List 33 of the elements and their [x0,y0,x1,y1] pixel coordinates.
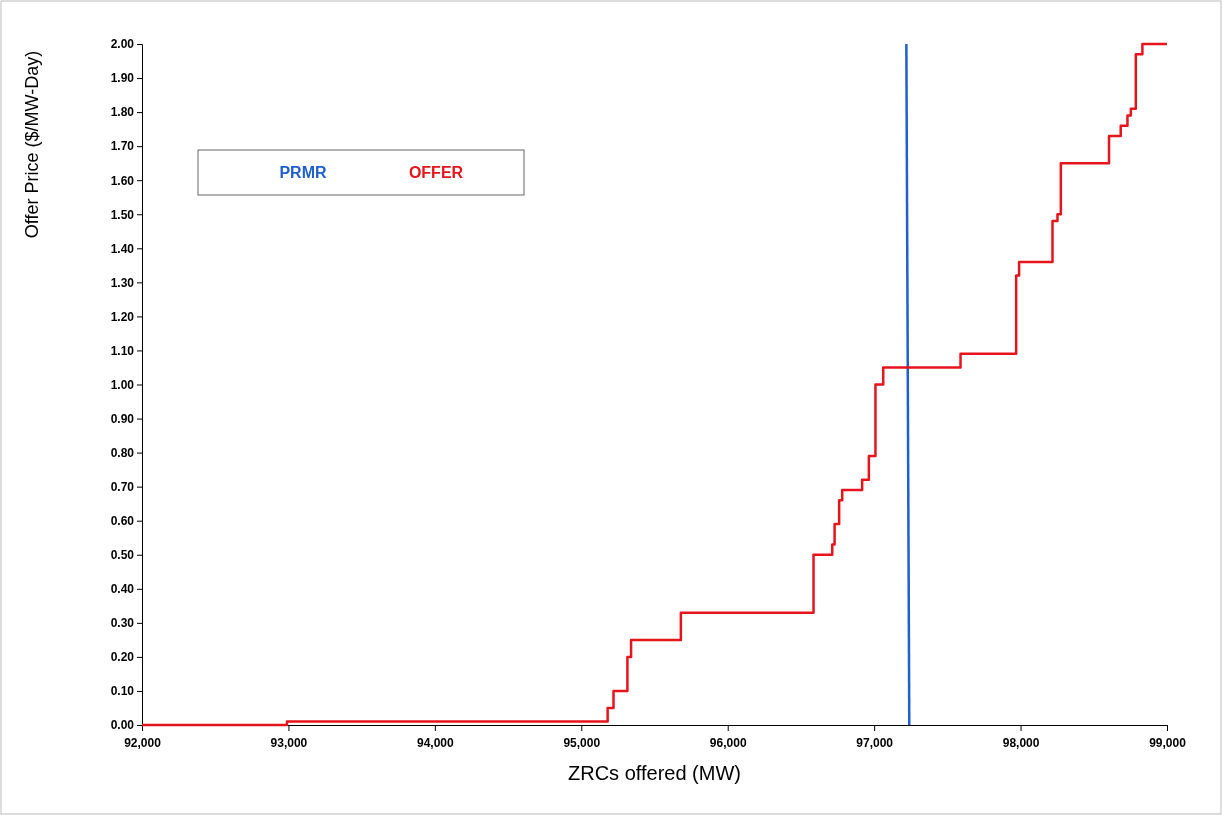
y-tick-label: 1.90 [110,71,135,86]
x-axis-title: ZRCs offered (MW) [568,762,741,784]
y-tick-label: 1.40 [110,241,135,256]
x-tick-label: 92,000 [124,736,162,751]
x-tick-label: 98,000 [1002,736,1040,751]
x-tick-label: 93,000 [270,736,308,751]
y-tick-label: 0.40 [110,582,135,597]
y-tick-label: 1.60 [110,173,135,188]
text: OFFER [408,164,464,181]
y-tick-label: 0.70 [110,479,135,494]
y-tick-label: 0.90 [110,411,135,426]
y-tick-label: 0.30 [110,616,135,631]
y-tick-label: 1.50 [110,207,135,222]
y-tick-label: 2.00 [110,37,135,52]
text: PRMR [279,164,327,181]
y-tick-label: 1.10 [110,343,135,358]
x-tick-label: 96,000 [709,736,747,751]
x-tick-label: 97,000 [856,736,894,751]
y-tick-label: 1.20 [110,309,135,324]
y-tick-label: 0.50 [110,548,135,563]
x-tick-label: 95,000 [563,736,601,751]
y-tick-label: 0.60 [110,514,135,529]
y-tick-label: 0.20 [110,650,135,665]
x-tick-label: 99,000 [1149,736,1187,751]
y-tick-label: 1.70 [110,139,135,154]
y-tick-label: 0.10 [110,684,135,699]
y-tick-label: 1.80 [110,105,135,120]
y-axis-title: Offer Price ($/MW-Day) [22,50,42,239]
y-tick-label: 0.00 [110,718,135,733]
y-tick-label: 0.80 [110,445,135,460]
x-tick-label: 94,000 [417,736,455,751]
y-tick-label: 1.00 [110,377,135,392]
y-tick-label: 1.30 [110,275,135,290]
